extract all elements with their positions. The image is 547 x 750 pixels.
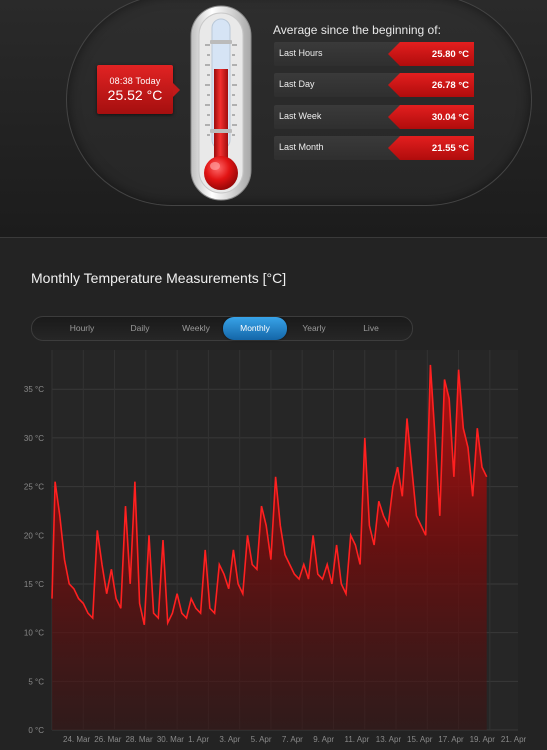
y-tick-label: 25 °C (24, 483, 44, 492)
y-tick-label: 10 °C (24, 629, 44, 638)
average-value: 26.78 °C (388, 73, 474, 97)
average-row-last-month: Last Month 21.55 °C (274, 136, 474, 160)
y-tick-label: 35 °C (24, 385, 44, 394)
x-tick-label: 7. Apr (282, 735, 303, 744)
temperature-line (51, 364, 488, 627)
average-row-last-hours: Last Hours 25.80 °C (274, 42, 474, 66)
y-tick-label: 15 °C (24, 580, 44, 589)
x-tick-label: 15. Apr (407, 735, 433, 744)
current-temperature-badge: 08:38 Today 25.52 °C (97, 65, 180, 114)
tab-hourly[interactable]: Hourly (69, 323, 95, 333)
x-tick-label: 13. Apr (376, 735, 402, 744)
x-tick-label: 17. Apr (438, 735, 464, 744)
y-tick-label: 20 °C (24, 531, 44, 540)
temperature-chart: 0 °C 5 °C 10 °C 15 °C 20 °C 25 °C 30 °C 35 °C 2… (24, 350, 527, 744)
x-tick-label: 24. Mar (63, 735, 90, 744)
average-label: Last Hours (279, 48, 323, 58)
average-label: Last Week (279, 111, 322, 121)
chart-title: Monthly Temperature Measurements [°C] (31, 270, 287, 286)
y-tick-label: 30 °C (24, 434, 44, 443)
average-label: Last Day (279, 79, 315, 89)
x-tick-label: 5. Apr (251, 735, 272, 744)
tab-monthly[interactable]: Monthly (223, 317, 287, 340)
tab-yearly[interactable]: Yearly (302, 323, 326, 333)
current-temperature-panel: 08:38 Today 25.52 °C (0, 0, 547, 238)
x-tick-label: 28. Mar (126, 735, 153, 744)
thermometer-icon (190, 5, 252, 201)
current-temperature-value: 25.52 °C (107, 87, 163, 103)
temperature-area (52, 364, 487, 730)
average-label: Last Month (279, 142, 324, 152)
average-row-last-day: Last Day 26.78 °C (274, 73, 474, 97)
average-value: 30.04 °C (388, 105, 474, 129)
x-tick-label: 19. Apr (470, 735, 496, 744)
tab-weekly[interactable]: Weekly (182, 323, 210, 333)
x-tick-label: 30. Mar (157, 735, 184, 744)
x-tick-label: 11. Apr (344, 735, 369, 744)
x-tick-label: 1. Apr (188, 735, 209, 744)
x-tick-label: 26. Mar (94, 735, 121, 744)
tab-daily[interactable]: Daily (130, 323, 150, 333)
y-tick-label: 0 °C (28, 726, 44, 735)
x-tick-label: 9. Apr (313, 735, 334, 744)
average-value: 21.55 °C (388, 136, 474, 160)
x-tick-label: 3. Apr (219, 735, 240, 744)
x-tick-label: 21. Apr (501, 735, 527, 744)
period-tabs: Hourly Daily Weekly Monthly Yearly Live (31, 316, 413, 341)
average-row-last-week: Last Week 30.04 °C (274, 105, 474, 129)
tab-live[interactable]: Live (363, 323, 379, 333)
current-time: 08:38 Today (109, 76, 161, 86)
averages-title: Average since the beginning of: (273, 23, 441, 37)
average-value: 25.80 °C (388, 42, 474, 66)
y-tick-label: 5 °C (28, 677, 44, 686)
